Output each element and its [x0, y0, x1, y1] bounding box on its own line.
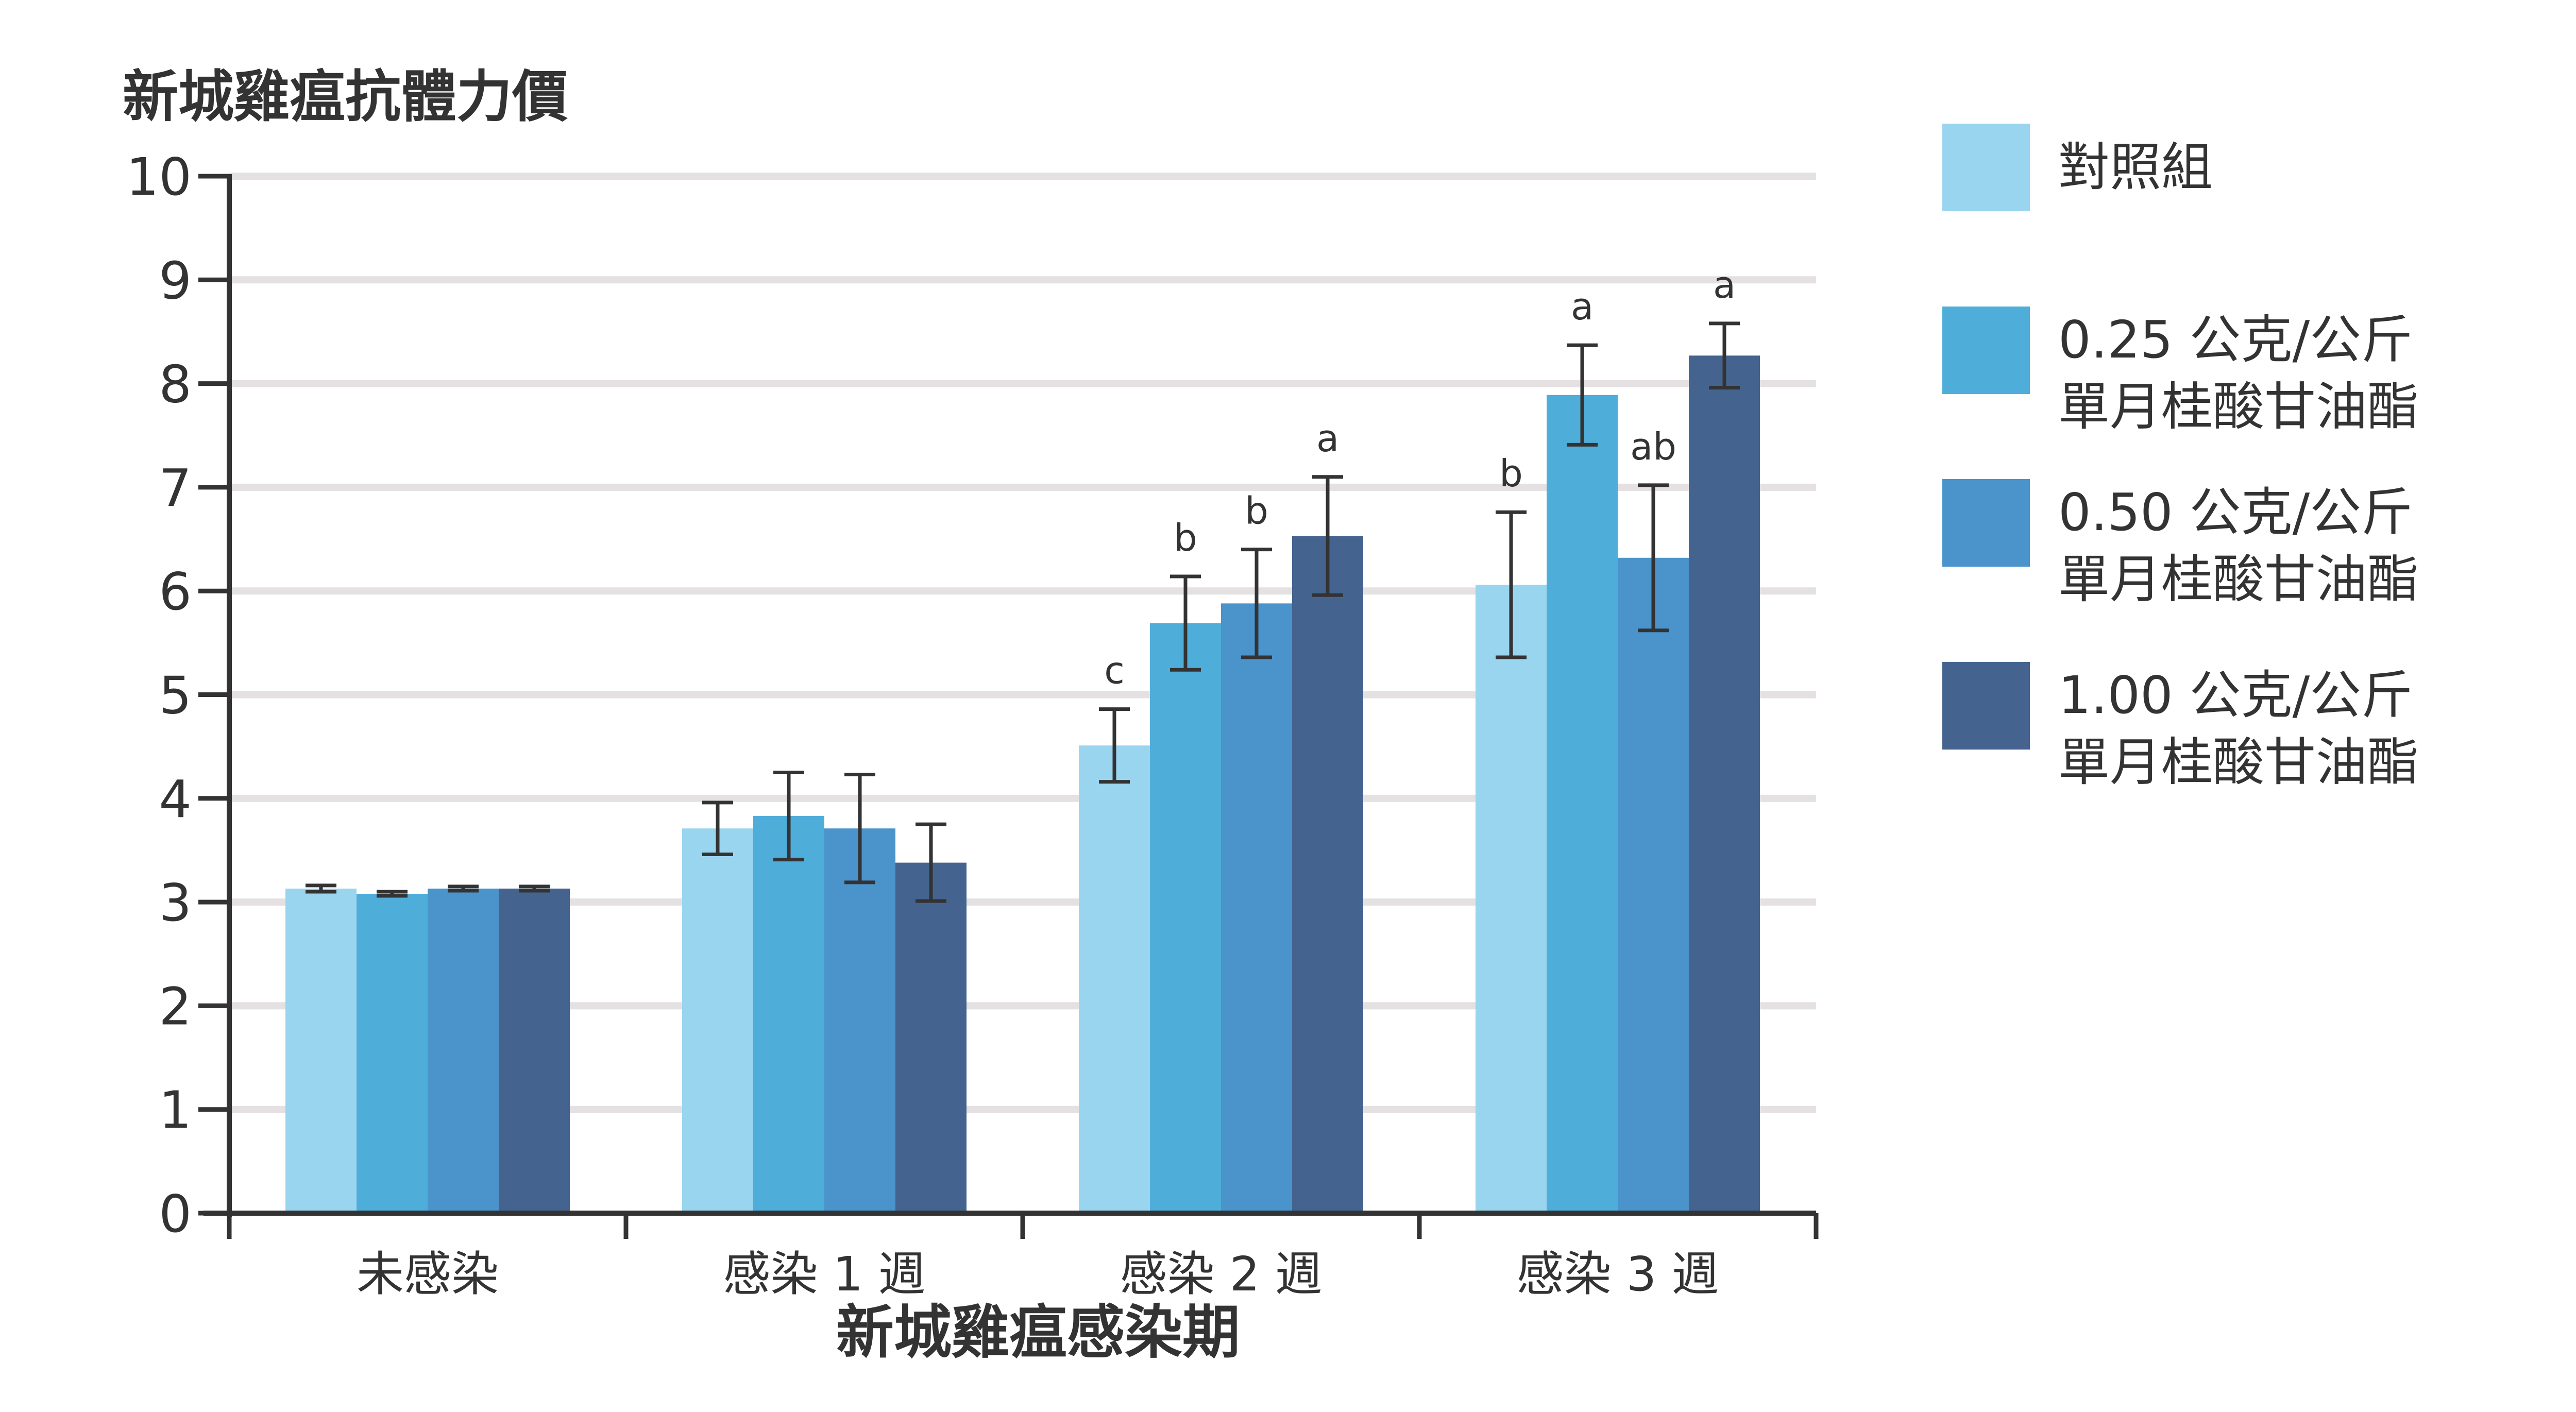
bar — [753, 816, 824, 1213]
bar — [1689, 355, 1760, 1213]
legend-label: 對照組 — [2058, 134, 2213, 201]
bar — [499, 888, 570, 1213]
bar — [1618, 557, 1689, 1213]
axes — [198, 174, 1819, 1239]
y-tick-label: 0 — [159, 1184, 192, 1244]
bar — [895, 862, 967, 1213]
significance-label: a — [1316, 417, 1339, 460]
legend-item: 對照組 — [1942, 124, 2213, 211]
x-tick-label: 未感染 — [357, 1247, 499, 1302]
legend-label-line: 單月桂酸甘油酯 — [2058, 377, 2419, 437]
significance-label: a — [1571, 285, 1594, 328]
y-tick-label: 3 — [159, 873, 192, 933]
y-tick-label: 5 — [159, 666, 192, 726]
significance-label: b — [1174, 516, 1197, 559]
x-tick-labels: 未感染 感染 1 週 感染 2 週 感染 3 週 — [357, 1247, 1719, 1302]
bar — [285, 888, 357, 1213]
legend-swatch — [1942, 124, 2030, 211]
y-axis-title: 新城雞瘟抗體力價 — [123, 65, 568, 129]
significance-label: a — [1713, 263, 1736, 307]
x-axis-title: 新城雞瘟感染期 — [836, 1299, 1240, 1366]
bar — [824, 828, 895, 1213]
bar — [1079, 745, 1150, 1213]
bar — [682, 828, 753, 1213]
legend-swatch — [1942, 662, 2030, 750]
x-tick-label: 感染 2 週 — [1120, 1247, 1322, 1302]
y-tick-label: 9 — [159, 250, 192, 311]
y-tick-label: 8 — [159, 354, 192, 415]
bar — [1547, 395, 1618, 1214]
y-tick-label: 6 — [159, 562, 192, 622]
legend-item: 0.25 公克/公斤 單月桂酸甘油酯 — [1942, 307, 2419, 440]
error-bars-group — [306, 321, 1740, 903]
bar — [428, 888, 499, 1213]
bar — [1150, 623, 1221, 1213]
significance-label: b — [1499, 452, 1523, 495]
legend-label-line: 對照組 — [2058, 137, 2213, 197]
x-tick-label: 感染 1 週 — [723, 1247, 925, 1302]
significance-label: ab — [1630, 425, 1676, 468]
legend-label: 1.00 公克/公斤 單月桂酸甘油酯 — [2058, 662, 2419, 796]
legend-swatch — [1942, 479, 2030, 567]
legend-item: 1.00 公克/公斤 單月桂酸甘油酯 — [1942, 662, 2419, 796]
legend-item: 0.50 公克/公斤 單月桂酸甘油酯 — [1942, 479, 2419, 613]
y-tick-label: 7 — [159, 458, 192, 518]
legend-label-line: 1.00 公克/公斤 — [2058, 665, 2413, 725]
legend-label-line: 單月桂酸甘油酯 — [2058, 732, 2419, 792]
x-tick-label: 感染 3 週 — [1516, 1247, 1719, 1302]
y-tick-label: 10 — [126, 147, 192, 207]
bar — [1292, 536, 1363, 1213]
bars-group — [285, 355, 1760, 1214]
significance-label: c — [1104, 649, 1125, 692]
legend-label: 0.25 公克/公斤 單月桂酸甘油酯 — [2058, 307, 2419, 440]
y-tick-label: 4 — [159, 769, 192, 829]
bar — [1476, 585, 1547, 1213]
y-tick-label: 2 — [159, 976, 192, 1036]
legend-label: 0.50 公克/公斤 單月桂酸甘油酯 — [2058, 479, 2419, 613]
bar — [357, 893, 428, 1213]
bar — [1221, 603, 1292, 1213]
legend-swatch — [1942, 307, 2030, 394]
y-tick-labels: 0 1 2 3 4 5 6 7 8 9 10 — [126, 147, 192, 1244]
legend-label-line: 0.50 公克/公斤 — [2058, 482, 2413, 542]
legend-label-line: 0.25 公克/公斤 — [2058, 310, 2413, 370]
significance-label: b — [1245, 489, 1268, 533]
y-tick-label: 1 — [159, 1080, 192, 1141]
legend-label-line: 單月桂酸甘油酯 — [2058, 549, 2419, 609]
